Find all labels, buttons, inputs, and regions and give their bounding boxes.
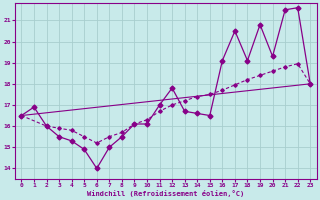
X-axis label: Windchill (Refroidissement éolien,°C): Windchill (Refroidissement éolien,°C)	[87, 190, 244, 197]
